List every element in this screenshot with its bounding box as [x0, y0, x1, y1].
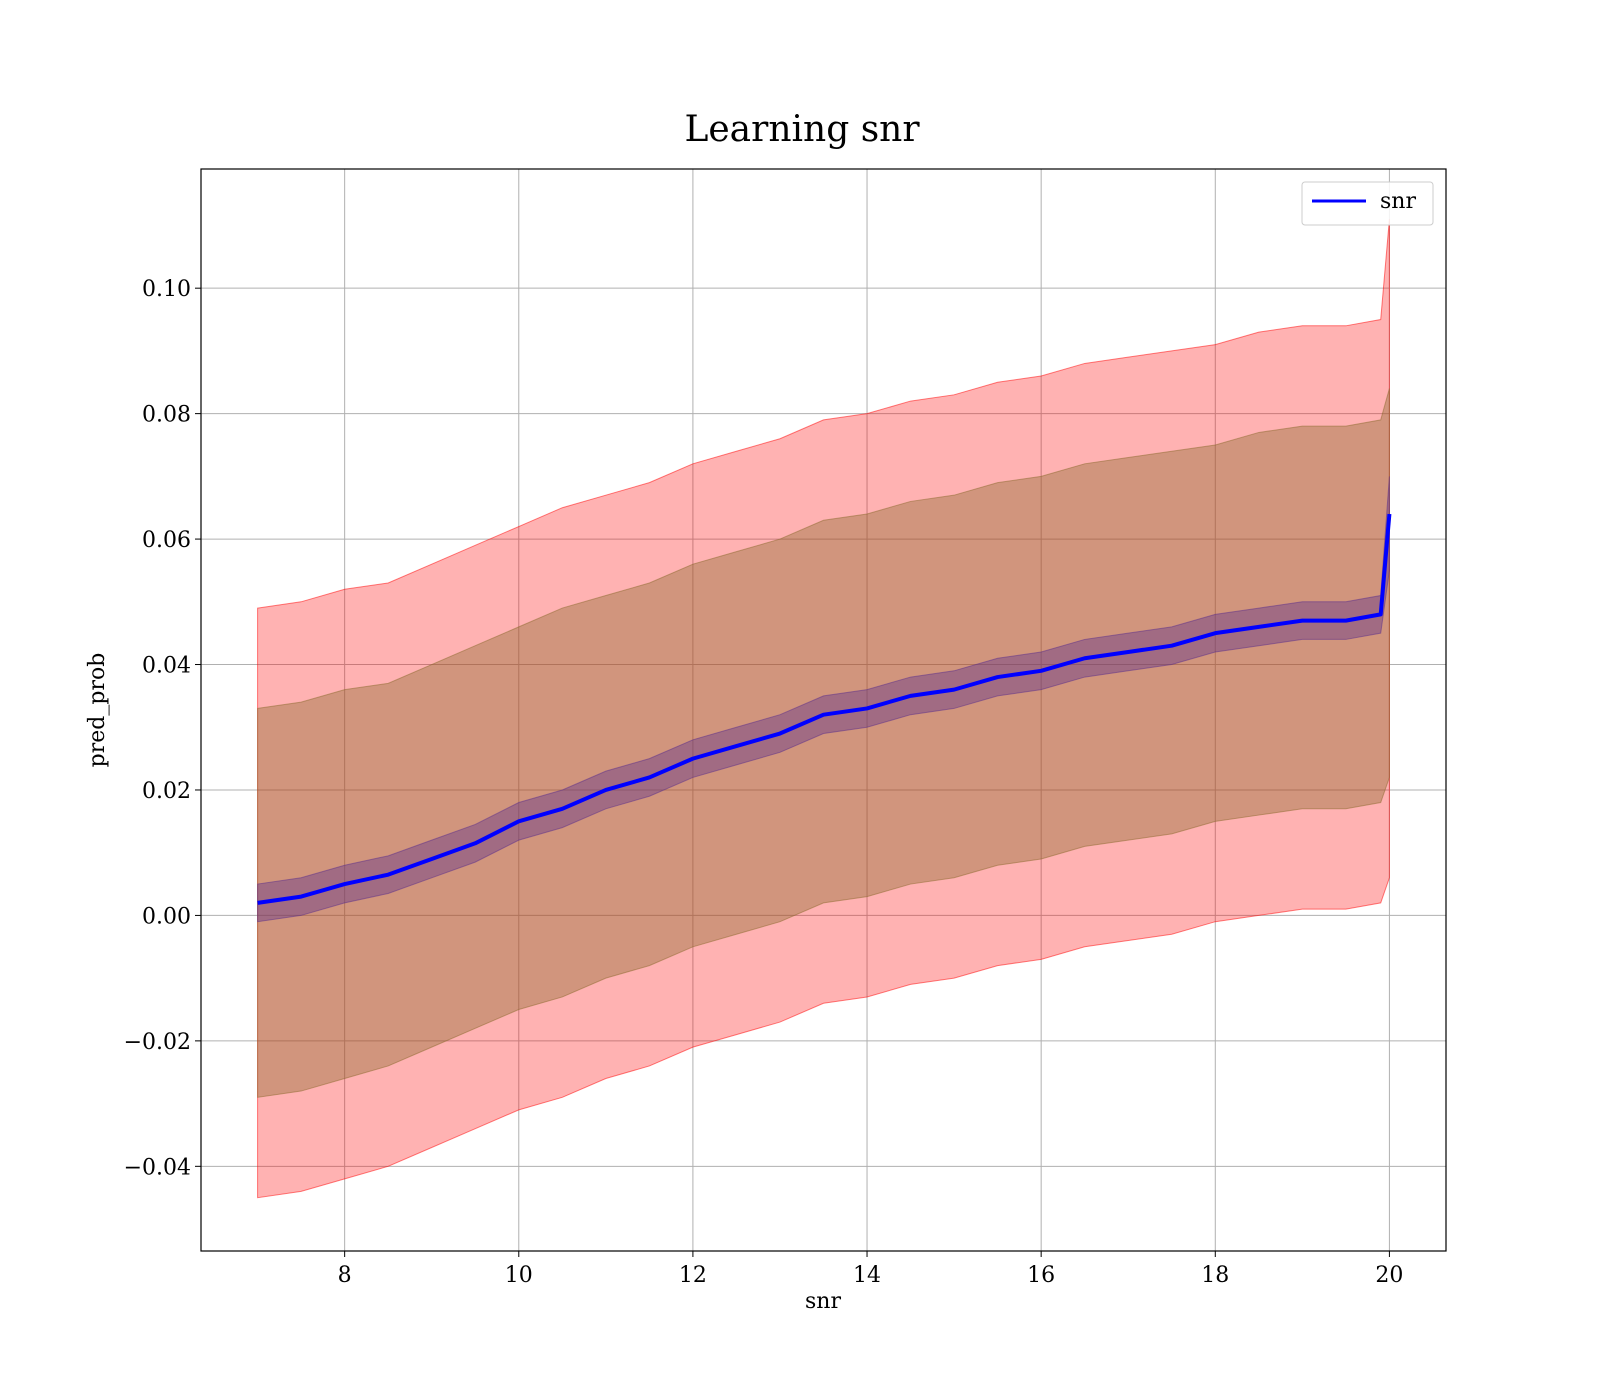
legend-label-snr: snr: [1380, 189, 1416, 214]
y-tick-label-6: 0.08: [142, 403, 191, 428]
y-tick-label-7: 0.10: [142, 277, 191, 302]
series-line-snr: [257, 513, 1392, 905]
x-axis-label: snr: [805, 1289, 841, 1314]
band-outer: [257, 219, 1390, 1199]
x-tick-label-6: 20: [1375, 1263, 1403, 1288]
y-tick-label-4: 0.04: [142, 654, 191, 679]
x-tick-label-4: 16: [1027, 1263, 1055, 1288]
y-tick-label-5: 0.06: [142, 528, 191, 553]
band-inner: [257, 476, 1390, 923]
legend[interactable]: snr: [1301, 181, 1434, 226]
grid: [201, 169, 1446, 1251]
x-tick-label-3: 14: [853, 1263, 881, 1288]
x-tick-label-0: 8: [338, 1263, 352, 1288]
plot-frame: [200, 168, 1447, 1252]
x-tick-label-5: 18: [1201, 1263, 1229, 1288]
y-axis-ticks: −0.04 −0.02 0.00 0.02 0.04 0.06 0.08 0.10: [124, 277, 201, 1180]
series-lines: [257, 513, 1392, 905]
x-axis-ticks: 8 10 12 14 16 18 20: [338, 1251, 1403, 1288]
y-tick-label-0: −0.04: [124, 1155, 191, 1180]
chart-title: Learning snr: [684, 109, 920, 150]
y-axis-label: pred_prob: [85, 653, 110, 768]
y-tick-label-1: −0.02: [124, 1030, 191, 1055]
band-middle: [257, 388, 1390, 1098]
y-tick-label-3: 0.02: [142, 779, 191, 804]
legend-box: [1301, 181, 1434, 226]
x-tick-label-1: 10: [505, 1263, 533, 1288]
y-tick-label-2: 0.00: [142, 904, 191, 929]
x-tick-label-2: 12: [679, 1263, 707, 1288]
confidence-bands: [257, 219, 1390, 1199]
